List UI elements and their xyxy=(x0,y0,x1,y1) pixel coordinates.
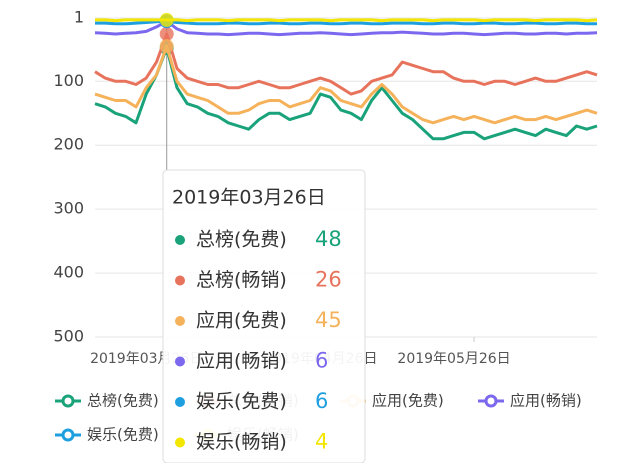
tooltip-series-name: 应用(免费) xyxy=(196,310,287,332)
tooltip-value: 45 xyxy=(315,308,342,332)
legend-marker xyxy=(61,394,75,408)
tooltip-series-name: 娱乐(免费) xyxy=(196,391,287,413)
legend-label: 总榜(免费) xyxy=(87,392,159,410)
tooltip-marker xyxy=(175,437,185,448)
tooltip: 2019年03月26日 总榜(免费) 48 总榜(畅销) 26 应用(免费) 45 应用(畅… xyxy=(162,169,366,463)
y-tick-label: 300 xyxy=(53,199,84,218)
legend-label: 娱乐(免费) xyxy=(87,426,159,444)
tooltip-box xyxy=(162,169,366,463)
tooltip-marker xyxy=(175,397,185,407)
tooltip-value: 6 xyxy=(315,389,328,413)
legend-label: 应用(畅销) xyxy=(510,392,582,410)
tooltip-marker xyxy=(175,235,185,245)
series-line xyxy=(94,32,598,96)
tooltip-value: 4 xyxy=(315,430,328,454)
series-line xyxy=(94,44,598,125)
tooltip-value: 48 xyxy=(315,227,342,251)
tooltip-value: 6 xyxy=(315,349,328,373)
series-line xyxy=(95,18,598,23)
hover-point xyxy=(159,26,174,41)
legend-marker xyxy=(484,394,498,408)
legend-marker xyxy=(61,428,75,442)
hover-point xyxy=(159,39,174,54)
tooltip-value: 26 xyxy=(315,268,342,292)
tooltip-marker xyxy=(175,316,185,326)
tooltip-marker xyxy=(175,275,185,286)
tooltip-marker xyxy=(175,356,185,367)
tooltip-series-name: 总榜(免费) xyxy=(196,229,287,251)
series-line xyxy=(94,19,598,37)
series-line xyxy=(95,19,597,26)
tooltip-title: 2019年03月26日 xyxy=(172,187,326,209)
y-tick-label: 500 xyxy=(53,327,84,346)
y-tick-label: 100 xyxy=(53,71,84,90)
y-tick-label: 1 xyxy=(74,8,84,27)
tooltip-series-name: 应用(畅销) xyxy=(196,350,287,372)
hover-point xyxy=(159,12,174,27)
legend-label: 应用(免费) xyxy=(372,392,444,410)
series-line xyxy=(94,46,598,141)
y-tick-label: 400 xyxy=(53,263,84,282)
x-tick-label: 2019年05月26日 xyxy=(397,351,510,367)
tooltip-series-name: 娱乐(畅销) xyxy=(196,431,287,453)
y-tick-label: 200 xyxy=(53,135,84,154)
tooltip-series-name: 总榜(畅销) xyxy=(196,269,287,291)
